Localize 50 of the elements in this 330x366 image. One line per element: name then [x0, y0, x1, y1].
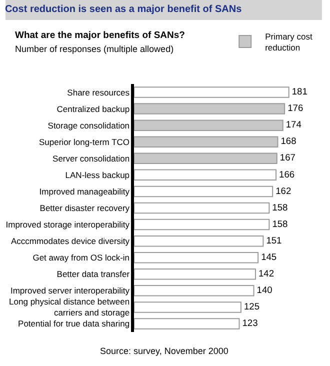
data-label: 167: [280, 152, 296, 163]
y-tick-label: Better data transfer: [56, 269, 130, 280]
data-label: 181: [292, 86, 308, 97]
data-label: 125: [244, 302, 260, 312]
bar: [134, 285, 254, 296]
bar: [134, 218, 270, 230]
data-label: 123: [242, 318, 258, 328]
bar: [134, 202, 270, 214]
y-tick-label: Get away from OS lock-in: [32, 252, 130, 263]
y-tick-label: LAN-less backup: [65, 170, 130, 180]
y-tick-label: Superior long-term TCO: [39, 136, 130, 147]
bar: [134, 169, 277, 181]
bar: [134, 86, 290, 98]
data-label: 145: [261, 252, 277, 262]
y-tick-label: Potential for true data sharing: [18, 318, 130, 329]
data-label: 168: [280, 136, 296, 146]
bar: [134, 252, 259, 264]
bar: [134, 136, 278, 148]
bar: [134, 152, 278, 164]
y-tick-label: Storage consolidation: [48, 120, 130, 130]
chart-subtitle: What are the major benefits of SANs?: [15, 30, 186, 41]
y-tick-label: Improved server interoperability: [10, 286, 130, 296]
bar: [134, 235, 264, 247]
data-label: 142: [258, 268, 274, 278]
y-tick-label: Share resources: [67, 87, 130, 98]
data-label: 174: [286, 120, 302, 130]
bar: [134, 302, 242, 313]
bar: [134, 318, 240, 330]
legend-label: Primary cost reduction: [265, 31, 313, 52]
bar: [134, 103, 286, 114]
chart-title: Cost reduction is seen as a major benefit of SANs: [4, 4, 242, 15]
bar: [134, 120, 284, 131]
y-tick-label: Centralized backup: [56, 104, 130, 114]
bar: [134, 268, 256, 280]
y-tick-label: Improved manageability: [39, 186, 130, 196]
data-label: 158: [272, 218, 288, 229]
data-label: 166: [279, 169, 295, 180]
y-tick-label: Long physical distance between carriers and storage: [9, 296, 130, 318]
bar: [134, 186, 274, 198]
data-label: 140: [256, 284, 272, 295]
y-tick-label: Acccmmodates device diversity: [10, 236, 130, 246]
y-tick-label: Better disaster recovery: [40, 202, 130, 213]
y-tick-label: Improved storage interoperability: [6, 220, 130, 230]
data-label: 176: [288, 103, 304, 114]
x-axis-title: Number of responses (multiple allowed): [15, 44, 174, 54]
data-label: 151: [266, 235, 282, 246]
y-tick-label: Server consolidation: [52, 153, 130, 164]
source-note: Source: survey, November 2000: [100, 346, 228, 356]
data-label: 158: [272, 202, 288, 212]
data-label: 162: [276, 186, 292, 196]
